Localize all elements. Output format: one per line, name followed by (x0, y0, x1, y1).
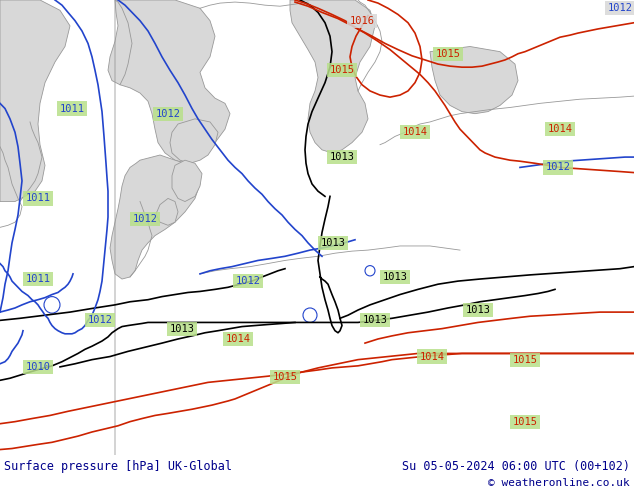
Polygon shape (156, 198, 178, 225)
Text: 1015: 1015 (512, 355, 538, 365)
Text: 1015: 1015 (273, 372, 297, 382)
Text: 1013: 1013 (363, 316, 387, 325)
Text: 1013: 1013 (169, 323, 195, 334)
Polygon shape (430, 47, 518, 114)
Text: 1011: 1011 (60, 103, 84, 114)
Polygon shape (110, 155, 200, 279)
Text: Su 05-05-2024 06:00 UTC (00+102): Su 05-05-2024 06:00 UTC (00+102) (402, 460, 630, 473)
Text: 1015: 1015 (512, 416, 538, 427)
Text: 1013: 1013 (330, 152, 354, 162)
Polygon shape (172, 160, 202, 201)
Text: 1014: 1014 (226, 334, 250, 344)
Text: 1014: 1014 (548, 124, 573, 134)
Text: 1011: 1011 (25, 194, 51, 203)
Polygon shape (170, 119, 218, 163)
Text: 1016: 1016 (349, 16, 375, 25)
Text: 1013: 1013 (465, 305, 491, 315)
Text: 1012: 1012 (87, 316, 112, 325)
Text: 1013: 1013 (321, 238, 346, 248)
Text: 1014: 1014 (403, 127, 427, 137)
Text: 1015: 1015 (436, 49, 460, 59)
Polygon shape (108, 0, 230, 163)
Text: 1011: 1011 (25, 274, 51, 284)
Text: 1012: 1012 (133, 214, 157, 224)
Text: 1013: 1013 (382, 272, 408, 282)
Text: 1012: 1012 (155, 109, 181, 119)
Text: 1015: 1015 (330, 65, 354, 75)
Text: 1012: 1012 (235, 276, 261, 286)
Text: © weatheronline.co.uk: © weatheronline.co.uk (488, 478, 630, 488)
Polygon shape (0, 0, 70, 201)
Text: 1010: 1010 (25, 362, 51, 372)
Polygon shape (290, 0, 375, 153)
Text: 1012: 1012 (607, 3, 633, 13)
Text: Surface pressure [hPa] UK-Global: Surface pressure [hPa] UK-Global (4, 460, 232, 473)
Text: 1012: 1012 (545, 162, 571, 172)
Text: 1014: 1014 (420, 351, 444, 362)
